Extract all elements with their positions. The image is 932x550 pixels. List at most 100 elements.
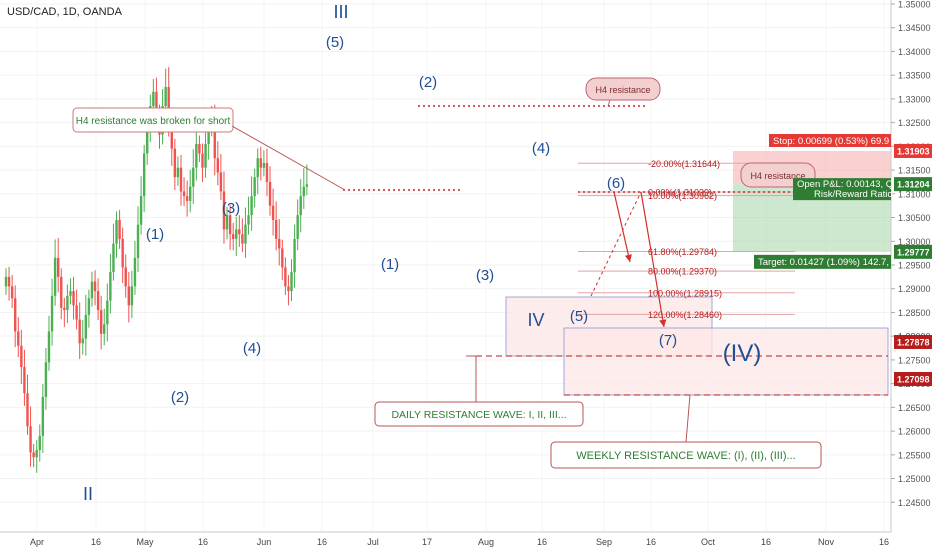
candle-body <box>139 196 143 225</box>
candle-body <box>63 307 66 311</box>
candle-body <box>302 186 305 197</box>
h4-bubble-top-pointer <box>607 99 611 107</box>
daily-callout-text: DAILY RESISTANCE WAVE: I, II, III... <box>391 409 566 421</box>
wave-label: (2) <box>419 74 437 91</box>
candle-body <box>47 331 51 363</box>
h4-resistance-bubble-right-text: H4 resistance <box>750 171 805 181</box>
candle-body <box>290 272 293 292</box>
fib-label: -20.00%(1.31644) <box>648 159 720 169</box>
candle-body <box>109 272 112 301</box>
candle-body <box>99 310 103 334</box>
time-tick-label: 16 <box>91 537 101 547</box>
h4-broken-callout-box <box>72 107 234 133</box>
candle-body <box>173 148 177 178</box>
candle-body <box>167 87 170 126</box>
wave-label: (1) <box>381 256 399 273</box>
candle-body <box>274 219 278 239</box>
price-tick-label: 1.35000 <box>898 0 931 10</box>
price-tick-label: 1.24500 <box>898 498 931 508</box>
candle-body <box>81 338 84 344</box>
time-tick-label: Jun <box>257 537 272 547</box>
candle-body <box>198 143 201 154</box>
dashed-up-move <box>590 191 642 297</box>
candle-body <box>41 396 45 436</box>
candle-body <box>164 87 167 107</box>
price-tick-label: 1.34000 <box>898 47 931 57</box>
price-tag-layer: Stop: 0.00699 (0.53%) 69.9 Open P&L: 0.00… <box>754 133 932 386</box>
weekly-callout-pointer <box>685 394 691 443</box>
wave-label: IV <box>527 310 544 330</box>
wave-label: III <box>333 2 348 22</box>
price-tick-label: 1.25500 <box>898 450 931 460</box>
candle-body <box>112 243 115 273</box>
candle-body <box>17 331 20 346</box>
candle-body <box>287 286 290 292</box>
daily-callout-pointer <box>466 355 477 402</box>
candle-body <box>293 238 296 273</box>
rr-label-text: Risk/Reward Ratio: <box>814 189 895 200</box>
price-tag-label: 1.27878 <box>897 337 930 347</box>
price-tag-box <box>894 371 932 386</box>
chart-symbol-title: USD/CAD, 1D, OANDA <box>7 6 123 18</box>
candle-body <box>93 281 97 292</box>
candle-body <box>219 172 223 192</box>
candle-body <box>256 158 259 178</box>
price-tag-label: 1.29777 <box>897 247 930 257</box>
candle-body <box>189 186 192 201</box>
wave-label: (6) <box>607 175 625 192</box>
candle-body <box>241 234 244 244</box>
fib-label: 120.00%(1.28460) <box>648 310 722 320</box>
candle-body <box>179 167 183 192</box>
candle-body <box>121 238 124 268</box>
arrow-to-61 <box>613 191 632 263</box>
candle-body <box>142 153 146 197</box>
fib-label: 80.00%(1.29370) <box>648 267 717 277</box>
weekly-callout-box <box>550 441 822 469</box>
fib-label: 0.00%(1.31039) <box>648 187 712 197</box>
h4-resistance-bubble-top-text: H4 resistance <box>595 85 650 95</box>
wave-label: (2) <box>171 389 189 406</box>
pnl-label-box <box>793 178 891 201</box>
candle-body <box>216 158 220 173</box>
wave-label-layer: III (5) (2) (4) (6) (1) (3) (4) (2) II (1) (3) (5) IV… <box>83 2 761 504</box>
target-label-text: Target: 0.01427 (1.09%) 142.7, <box>758 257 889 268</box>
price-tag-label: 1.31903 <box>897 146 930 156</box>
candle-body <box>44 362 48 397</box>
candle-body <box>35 450 38 458</box>
price-tick-label: 1.33000 <box>898 94 931 104</box>
candle-body <box>106 300 109 325</box>
candle-body <box>299 196 302 216</box>
time-tick-label: May <box>136 537 154 547</box>
fib-label: 100.00%(1.28915) <box>648 288 722 298</box>
price-tick-label: 1.32500 <box>898 118 931 128</box>
time-tick-label: Nov <box>818 537 835 547</box>
candle-body <box>244 224 247 244</box>
candle-body <box>296 215 299 239</box>
candle-body <box>185 196 189 201</box>
time-tick-label: 17 <box>422 537 432 547</box>
price-tag-box <box>894 143 932 158</box>
time-axis: Apr 16 May 16 Jun 16 Jul 17 Aug 16 Sep 16 Oct 16 Nov 16 <box>0 531 891 547</box>
price-tick-label: 1.27500 <box>898 355 931 365</box>
time-tick-label: Apr <box>30 537 44 547</box>
time-tick-label: Jul <box>367 537 379 547</box>
candle-body <box>20 345 23 368</box>
candle-body <box>23 367 26 394</box>
candle-body <box>155 91 158 121</box>
candle-body <box>90 281 94 299</box>
price-tick-label: 1.29500 <box>898 261 931 271</box>
candle-body <box>231 234 235 239</box>
wave-label: (3) <box>476 267 494 284</box>
candle-body <box>228 215 232 235</box>
candle-body <box>207 125 210 144</box>
candle-body <box>146 125 149 154</box>
price-axis: 1.24500 1.25000 1.25500 1.26000 1.26500 1.270… <box>890 0 931 532</box>
candle-body <box>29 426 32 453</box>
candle-body <box>176 167 180 178</box>
candle-body <box>124 267 127 287</box>
candle-body <box>170 125 173 149</box>
candle-body <box>75 305 78 320</box>
price-tick-label: 1.31500 <box>898 166 931 176</box>
stop-label-box <box>769 133 891 147</box>
